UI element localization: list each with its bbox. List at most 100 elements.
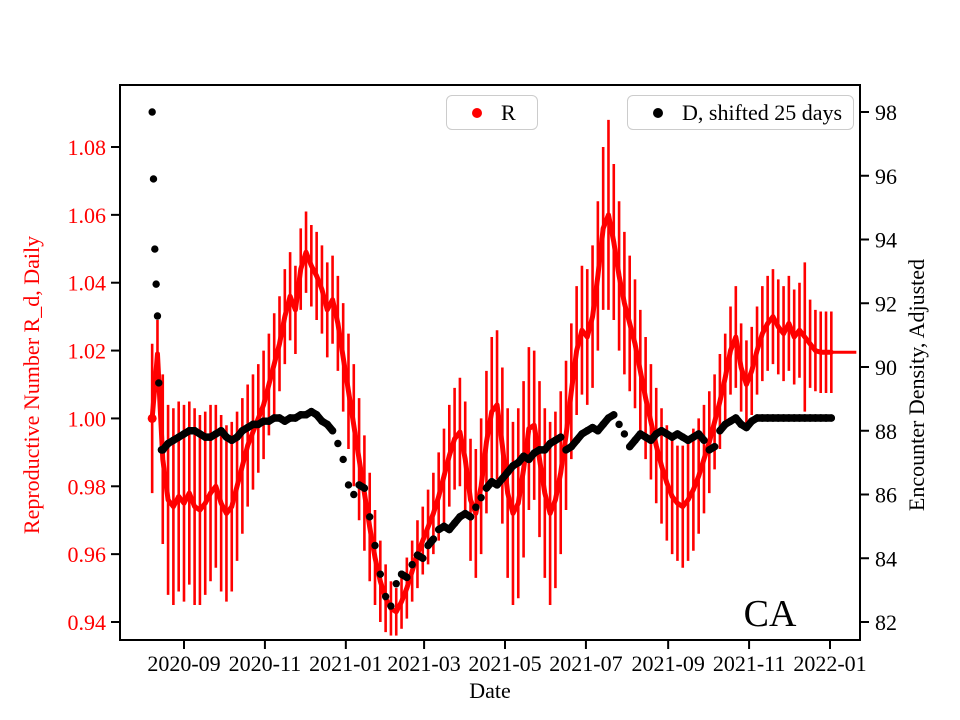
d-point: [281, 417, 289, 425]
r-point: [770, 314, 776, 319]
r-point: [494, 402, 500, 407]
d-point: [350, 490, 358, 499]
d-point: [785, 414, 793, 422]
r-point: [250, 429, 256, 435]
r-point: [457, 429, 463, 435]
r-point: [723, 375, 728, 380]
y-right-tick-label: 90: [875, 355, 897, 380]
x-tick-label: 2021-03: [387, 651, 460, 676]
r-point: [548, 511, 553, 516]
x-tick-label: 2020-11: [229, 651, 302, 676]
r-point: [288, 294, 293, 299]
d-point: [758, 414, 767, 422]
d-point: [748, 417, 756, 425]
r-point: [165, 497, 171, 502]
r-point: [479, 484, 484, 489]
d-point: [514, 458, 522, 467]
r-point: [372, 555, 378, 560]
r-point: [224, 511, 229, 516]
r-point: [532, 423, 537, 428]
d-point: [684, 436, 692, 445]
d-point: [381, 592, 390, 601]
r-point: [786, 321, 791, 326]
y-left-tick-label: 0.94: [68, 610, 107, 635]
r-series: [147, 119, 857, 636]
d-point: [663, 430, 671, 438]
d-point: [578, 430, 586, 438]
r-point: [813, 348, 818, 353]
r-point: [208, 490, 213, 496]
y-axis-label-left: Reproductive Number R_d, Daily: [19, 235, 44, 535]
d-point: [185, 427, 194, 435]
d-point: [817, 414, 825, 422]
d-point: [334, 439, 342, 448]
r-point: [266, 382, 271, 387]
r-point: [627, 321, 632, 326]
d-point: [716, 427, 724, 435]
r-point: [298, 267, 303, 272]
d-point: [238, 427, 247, 435]
r-point: [601, 226, 606, 231]
d-point: [254, 420, 262, 429]
d-point: [604, 414, 613, 422]
d-point: [689, 433, 698, 441]
r-point: [356, 457, 362, 462]
d-point: [206, 433, 215, 441]
y-left-tick-label: 1.00: [68, 406, 107, 431]
d-point: [631, 436, 639, 445]
d-point: [461, 509, 469, 518]
d-point: [196, 430, 204, 438]
d-point: [801, 414, 809, 422]
y-axis-left-ticks: 0.94 0.96 0.98 1.00 1.02 1.04 1.06 1.08: [68, 135, 119, 635]
y-left-tick-label: 0.98: [68, 474, 107, 499]
r-point: [187, 490, 192, 496]
d-point: [265, 417, 273, 425]
d-point: [339, 455, 347, 464]
r-point: [802, 334, 807, 340]
d-point: [668, 433, 676, 441]
d-point: [445, 525, 453, 534]
d-point: [525, 455, 533, 464]
r-point: [622, 300, 627, 306]
y-right-tick-label: 84: [875, 546, 897, 571]
d-point: [450, 519, 459, 527]
r-point: [818, 350, 823, 355]
r-point: [739, 365, 744, 370]
legend-d-series: D, shifted 25 days: [627, 95, 854, 130]
r-point: [542, 490, 547, 496]
r-point: [325, 307, 330, 312]
r-point: [404, 585, 409, 591]
y-left-tick-label: 1.08: [68, 135, 107, 160]
d-point: [795, 414, 804, 422]
y-right-tick-label: 96: [875, 164, 897, 189]
d-point: [152, 280, 160, 288]
r-point: [670, 494, 675, 499]
d-point: [535, 446, 544, 454]
d-point: [291, 414, 300, 422]
d-point: [148, 108, 156, 116]
r-point: [425, 524, 431, 530]
d-point: [180, 430, 188, 438]
x-tick-label: 2021-09: [632, 651, 705, 676]
r-point: [420, 538, 425, 543]
d-point: [434, 525, 443, 534]
d-point: [753, 414, 761, 422]
d-point: [344, 481, 353, 489]
r-point: [505, 490, 510, 496]
r-point: [229, 504, 234, 509]
y-right-tick-label: 88: [875, 419, 897, 444]
r-point: [473, 511, 478, 516]
x-tick-label: 2022-01: [793, 651, 866, 676]
r-point: [510, 511, 516, 516]
d-point: [408, 560, 416, 569]
r-point: [219, 501, 224, 506]
d-point: [328, 427, 337, 435]
x-tick-label: 2021-11: [713, 651, 786, 676]
r-point: [341, 355, 346, 360]
y-axis-right-ticks: 82 84 86 88 90 92 94 96 98: [861, 100, 897, 635]
y-right-tick-label: 82: [875, 610, 897, 635]
r-point: [659, 463, 664, 469]
x-axis-label: Date: [469, 678, 511, 703]
r-point: [664, 480, 669, 485]
r-series-marker-icon: [472, 107, 482, 118]
